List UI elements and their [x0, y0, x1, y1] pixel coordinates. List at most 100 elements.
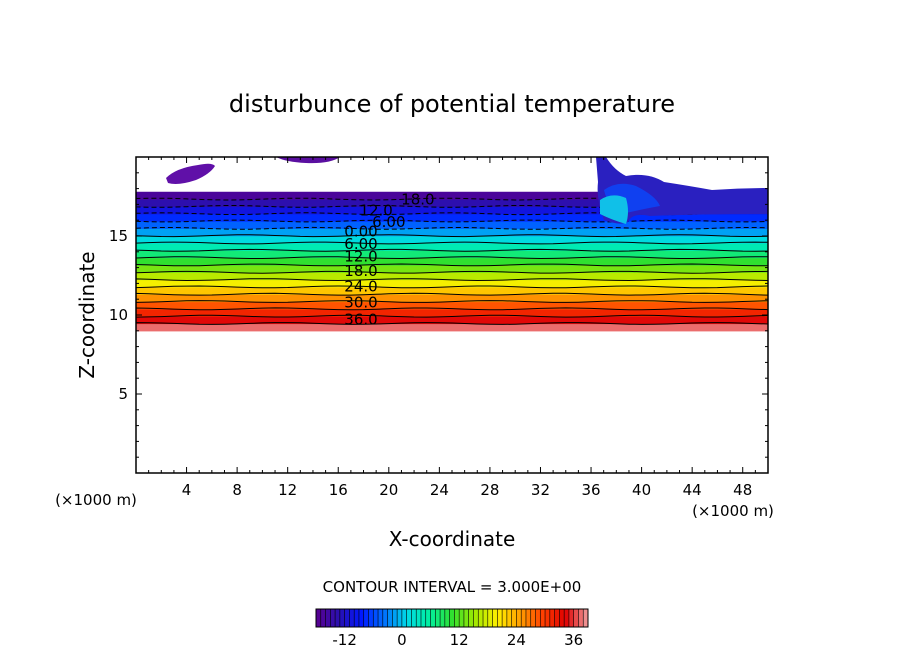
temperature-bands: [136, 191, 768, 332]
colorbar-cell: [511, 609, 517, 627]
contour-label: 30.0: [344, 293, 377, 311]
y-tick-label: 15: [109, 227, 128, 245]
colorbar: -12 0 12 24 36: [315, 608, 589, 649]
band-24: [136, 294, 768, 303]
colorbar-cell: [459, 609, 465, 627]
x-tick-label: 44: [683, 481, 702, 499]
contour-lines: [136, 197, 768, 325]
colorbar-cell: [535, 609, 541, 627]
x-tick-label: 28: [480, 481, 499, 499]
band--15: [136, 199, 768, 207]
colorbar-cell: [382, 609, 388, 627]
band-30: [136, 308, 768, 317]
colorbar-cell: [440, 609, 446, 627]
contour-label: 12.0: [344, 248, 377, 266]
contour-label: 0.00: [344, 222, 377, 240]
colorbar-cell: [330, 609, 336, 627]
contour-label: 6.00: [344, 235, 377, 253]
band-18: [136, 279, 768, 288]
colorbar-cell: [473, 609, 479, 627]
x-unit-label-left: (×1000 m): [55, 491, 137, 509]
contour-line-18: [136, 278, 768, 282]
band-33: [136, 316, 768, 325]
colorbar-cell: [344, 609, 350, 627]
band-0: [136, 235, 768, 244]
colorbar-cell: [549, 609, 555, 627]
colorbar-cell: [444, 609, 451, 627]
band-15: [136, 272, 768, 281]
contour-interval-text: CONTOUR INTERVAL = 3.000E+00: [323, 578, 582, 596]
colorbar-tick-label: 24: [507, 631, 526, 649]
colorbar-tick-label: 0: [397, 631, 407, 649]
colorbar-tick-label: -12: [332, 631, 357, 649]
band-36: [136, 323, 768, 332]
plume-inner: [600, 195, 628, 224]
upper-disturbance-features: [166, 157, 768, 224]
band--12: [136, 206, 768, 215]
contour-label: 24.0: [344, 278, 377, 296]
x-tick-label: 4: [182, 481, 192, 499]
chart-title: disturbunce of potential temperature: [229, 90, 675, 118]
y-axis-label: Z-coordinate: [75, 251, 99, 378]
contour-line-36: [136, 322, 768, 325]
colorbar-cell: [358, 609, 365, 627]
y-tick-label: 10: [109, 306, 128, 324]
band--3: [136, 228, 768, 237]
colorbar-cell: [454, 609, 460, 627]
colorbar-tick-label: 12: [450, 631, 469, 649]
upper-blob-top: [276, 157, 340, 164]
band--18: [136, 191, 768, 200]
colorbar-cell: [368, 609, 374, 627]
x-tick-label: 48: [733, 481, 752, 499]
colorbar-cell: [506, 609, 513, 627]
contour-line-24: [136, 292, 768, 296]
colorbar-frame: [315, 608, 589, 628]
colorbar-cell: [316, 609, 322, 627]
colorbar-cell: [568, 609, 575, 627]
colorbar-cell: [502, 609, 508, 627]
band--6: [136, 221, 768, 229]
contour-label: 6.00: [372, 213, 405, 231]
colorbar-cell: [564, 609, 570, 627]
colorbar-cell: [339, 609, 346, 627]
x-tick-label: 32: [531, 481, 550, 499]
colorbar-cell: [411, 609, 417, 627]
contour-line-15: [136, 270, 768, 274]
colorbar-cell: [373, 609, 379, 627]
x-tick-label: 16: [329, 481, 348, 499]
contour-line-3: [136, 241, 768, 245]
band-3: [136, 242, 768, 251]
x-axis-label: X-coordinate: [389, 527, 516, 551]
colorbar-cell: [425, 609, 431, 627]
contour-line-0: [136, 234, 768, 238]
colorbar-cell: [325, 609, 331, 627]
colorbar-cell: [554, 609, 560, 627]
contour-line-6: [136, 248, 768, 252]
colorbar-cell: [335, 609, 341, 627]
colorbar-cell: [320, 609, 326, 627]
x-unit-label-right: (×1000 m): [692, 502, 774, 520]
colorbar-cell: [392, 609, 398, 627]
x-tick-label: 40: [632, 481, 651, 499]
contour-label: 36.0: [344, 311, 377, 329]
colorbar-cell: [559, 609, 565, 627]
contour-line-9: [136, 256, 768, 260]
colorbar-cell: [545, 609, 551, 627]
upper-blob-left: [166, 163, 215, 184]
colorbar-cell: [492, 609, 498, 627]
colorbar-cell: [378, 609, 384, 627]
colorbar-cell: [435, 609, 441, 627]
contour-label: 12.0: [359, 202, 392, 220]
colorbar-cell: [521, 609, 527, 627]
colorbar-tick-label: 36: [564, 631, 583, 649]
colorbar-cell: [583, 609, 589, 627]
colorbar-cell: [573, 609, 579, 627]
colorbar-cell: [354, 609, 360, 627]
colorbar-cell: [516, 609, 522, 627]
colorbar-cell: [497, 609, 503, 627]
colorbar-cell: [483, 609, 489, 627]
colorbar-cell: [463, 609, 470, 627]
contour-line--3: [136, 226, 768, 230]
